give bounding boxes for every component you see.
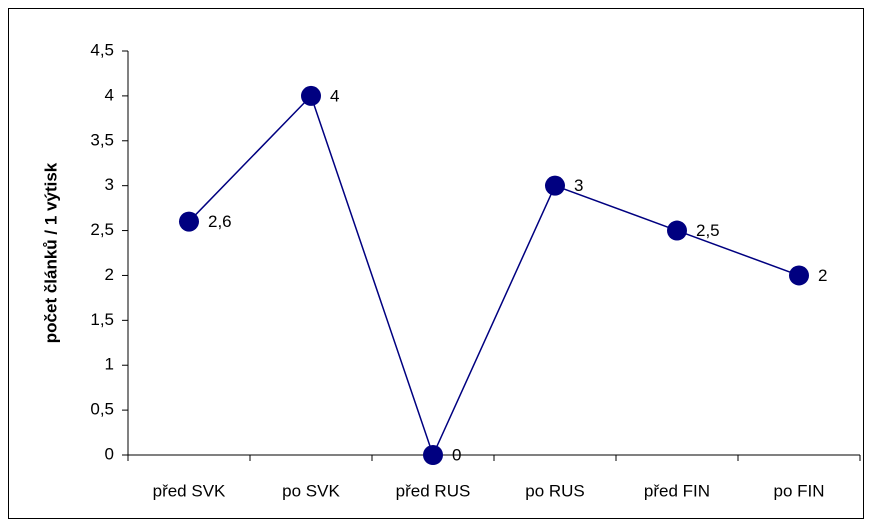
x-tick-label: po SVK: [282, 481, 340, 500]
y-tick-label: 4,5: [90, 40, 114, 59]
data-line: [188, 94, 800, 458]
data-label: 4: [330, 86, 339, 105]
data-point: [667, 220, 687, 241]
y-tick-label: 1,5: [90, 310, 114, 329]
y-tick-label: 4: [105, 85, 114, 104]
x-tick-label: před RUS: [396, 481, 471, 500]
x-tick-label: po RUS: [525, 481, 585, 500]
data-point: [545, 175, 565, 196]
data-label: 3: [574, 176, 583, 195]
data-point: [179, 211, 199, 232]
x-tick-label: před FIN: [644, 481, 710, 500]
y-tick-label: 2: [105, 265, 114, 284]
data-label: 2,5: [696, 221, 720, 240]
data-label: 2,6: [208, 212, 232, 231]
y-tick-label: 0,5: [90, 400, 114, 419]
chart-border: [8, 8, 864, 519]
data-point: [789, 265, 809, 286]
y-axis-label: počet článků / 1 výtisk: [41, 162, 60, 343]
y-tick-label: 3: [105, 175, 114, 194]
x-tick-label: po FIN: [773, 481, 824, 500]
y-tick-label: 1: [105, 355, 114, 374]
x-tick-label: před SVK: [153, 481, 226, 500]
y-tick-label: 2,5: [90, 220, 114, 239]
y-tick-label: 3,5: [90, 130, 114, 149]
y-tick-label: 0: [105, 444, 114, 463]
data-label: 2: [818, 266, 827, 285]
data-label: 0: [452, 445, 461, 464]
data-point: [301, 85, 321, 106]
data-point: [423, 445, 443, 465]
